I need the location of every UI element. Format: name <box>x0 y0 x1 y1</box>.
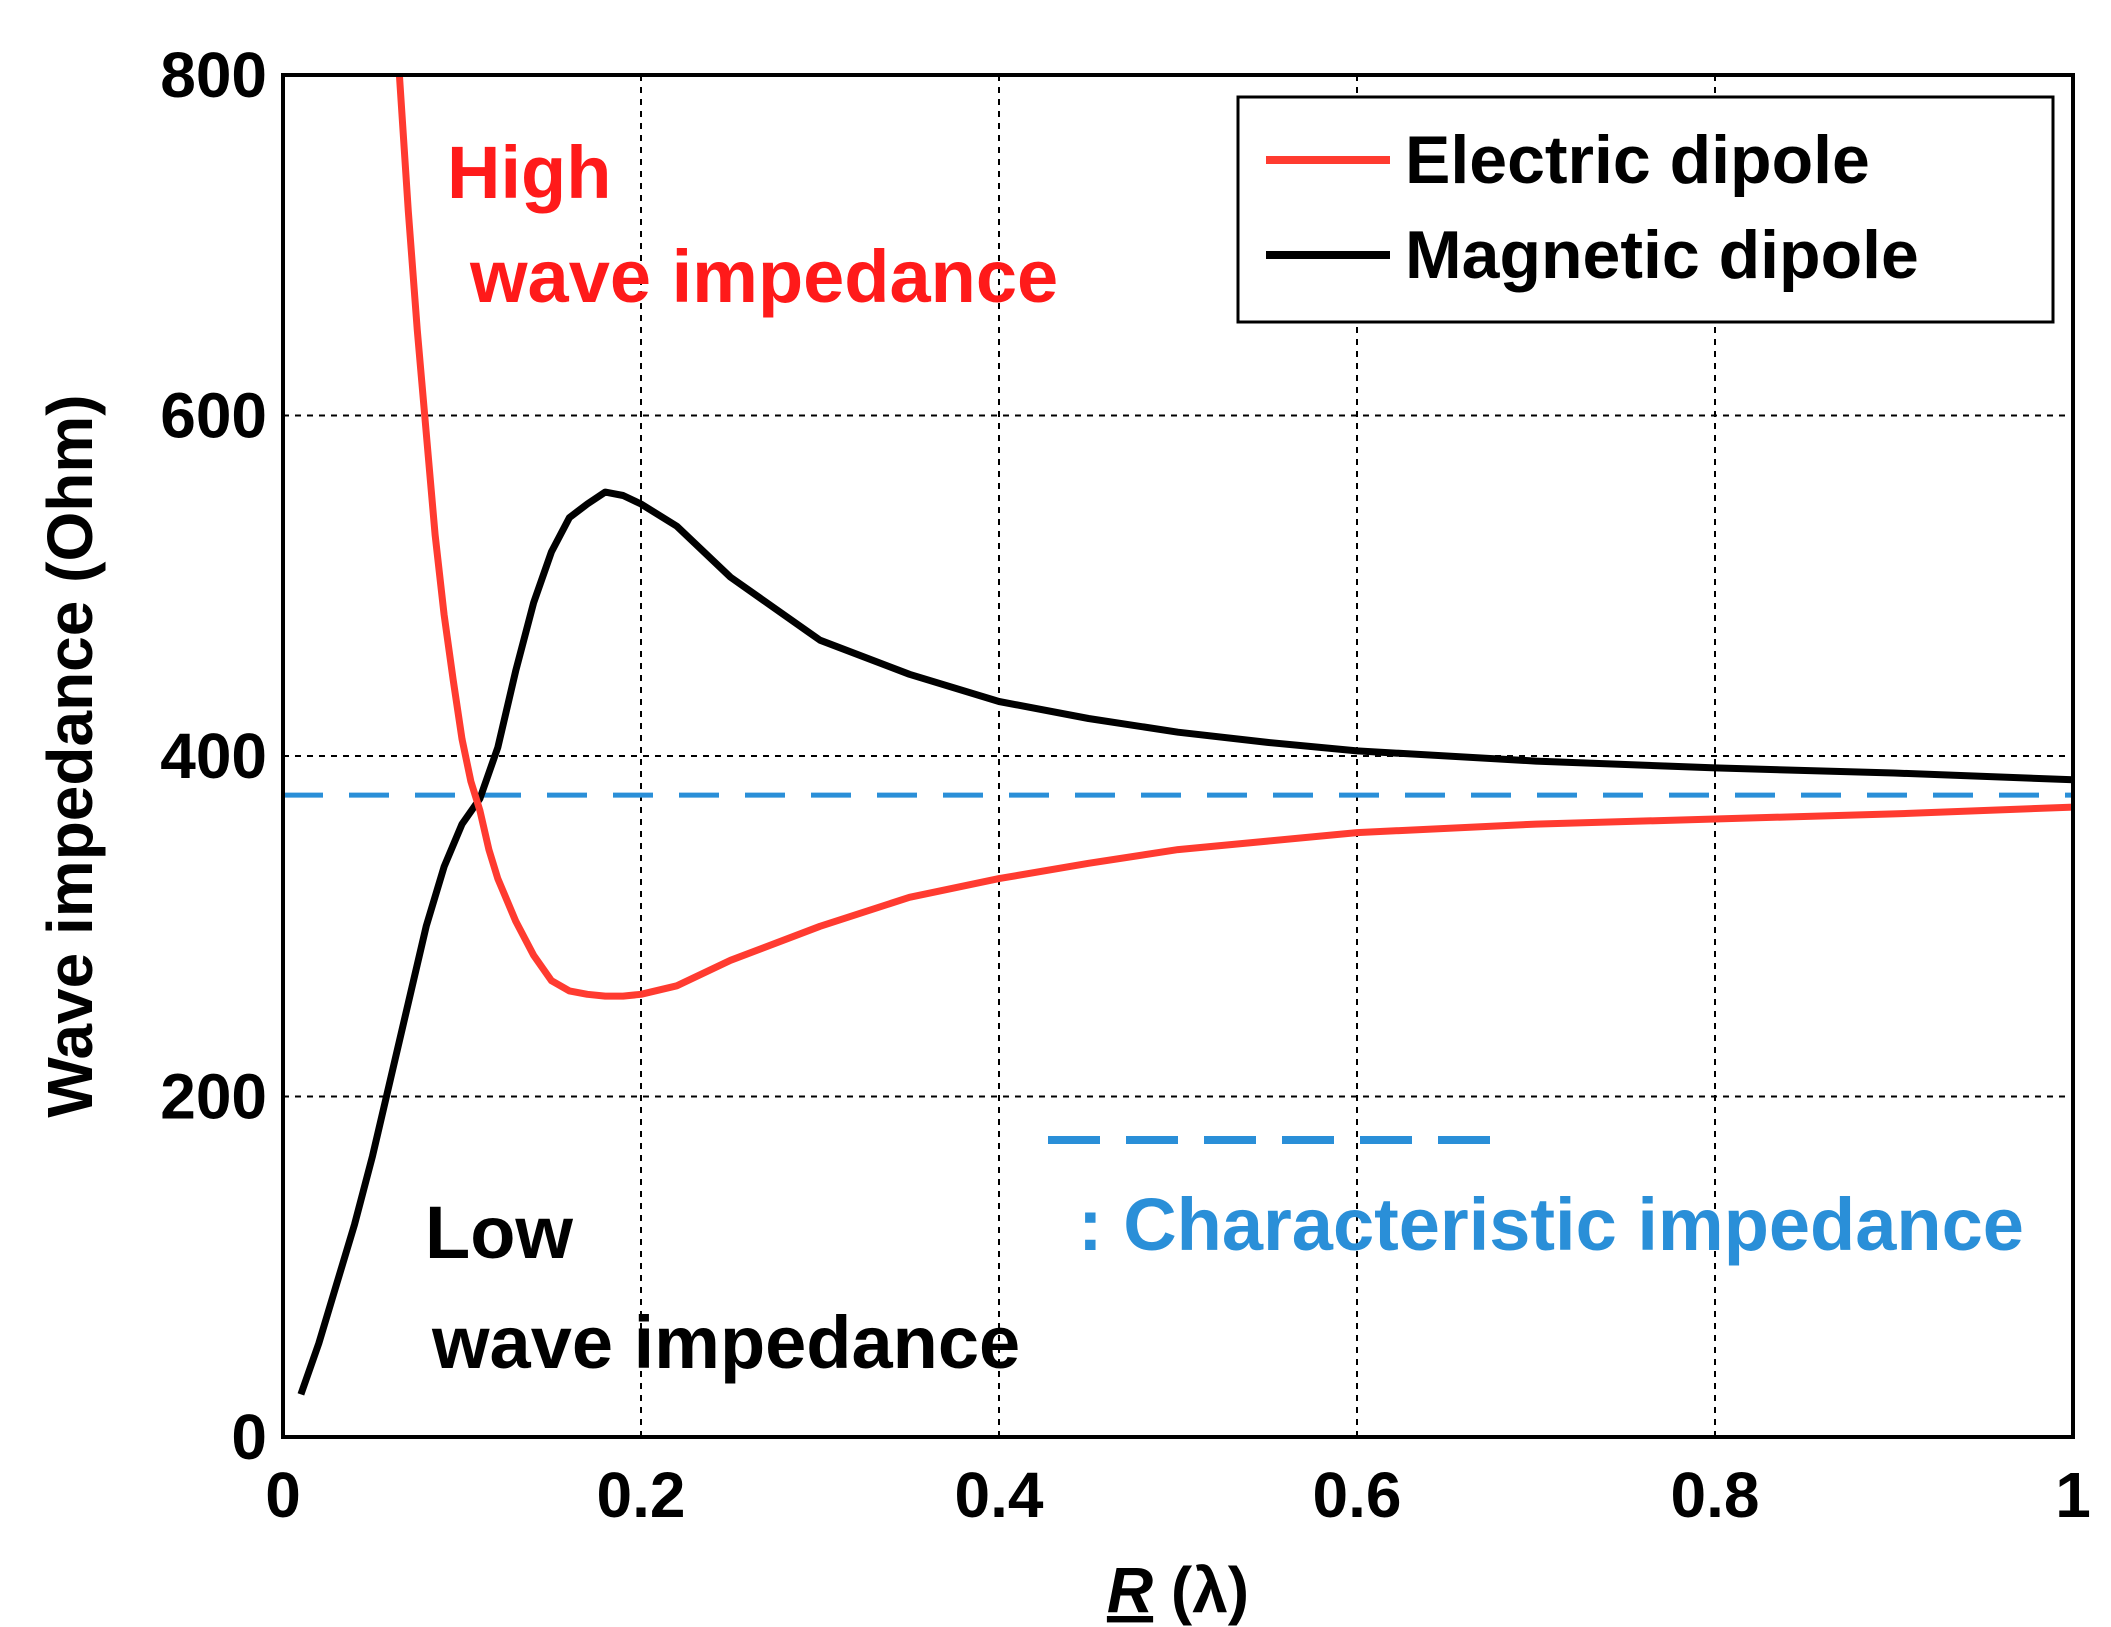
x-tick-label: 0.2 <box>597 1459 686 1531</box>
x-tick-label: 0.6 <box>1313 1459 1402 1531</box>
high-impedance-annotation-line2: wave impedance <box>469 235 1058 318</box>
plot-frame <box>281 73 2075 1439</box>
plot-series <box>283 75 2073 1396</box>
y-tick-label: 0 <box>231 1401 267 1473</box>
legend-electric-label: Electric dipole <box>1405 122 1870 198</box>
legend-magnetic-label: Magnetic dipole <box>1405 217 1919 293</box>
x-tick-label: 0 <box>265 1459 301 1531</box>
y-tick-label: 200 <box>160 1061 267 1133</box>
x-tick-label: 1 <box>2055 1459 2091 1531</box>
y-tick-label: 600 <box>160 380 267 452</box>
y-axis-label: Wave impedance (Ohm) <box>34 394 106 1117</box>
grid <box>283 75 2073 1437</box>
low-impedance-annotation-line1: Low <box>425 1191 573 1274</box>
y-tick-labels: 0 200 400 600 800 <box>160 39 267 1473</box>
magnetic-dipole-line <box>297 488 2073 1396</box>
x-tick-label: 0.4 <box>955 1459 1044 1531</box>
y-tick-label: 800 <box>160 39 267 111</box>
y-tick-label: 400 <box>160 720 267 792</box>
x-tick-label: 0.8 <box>1671 1459 1760 1531</box>
low-impedance-annotation-line2: wave impedance <box>431 1301 1020 1384</box>
x-tick-labels: 0 0.2 0.4 0.6 0.8 1 <box>265 1459 2091 1531</box>
legend: Electric dipole Magnetic dipole <box>1236 95 2055 324</box>
legend-box <box>1236 95 2055 324</box>
high-impedance-annotation-line1: High <box>447 131 611 214</box>
x-axis-label: R (λ) <box>1107 1554 1249 1626</box>
characteristic-impedance-annotation: : Characteristic impedance <box>1078 1183 2024 1266</box>
electric-dipole-line <box>395 75 2073 1000</box>
